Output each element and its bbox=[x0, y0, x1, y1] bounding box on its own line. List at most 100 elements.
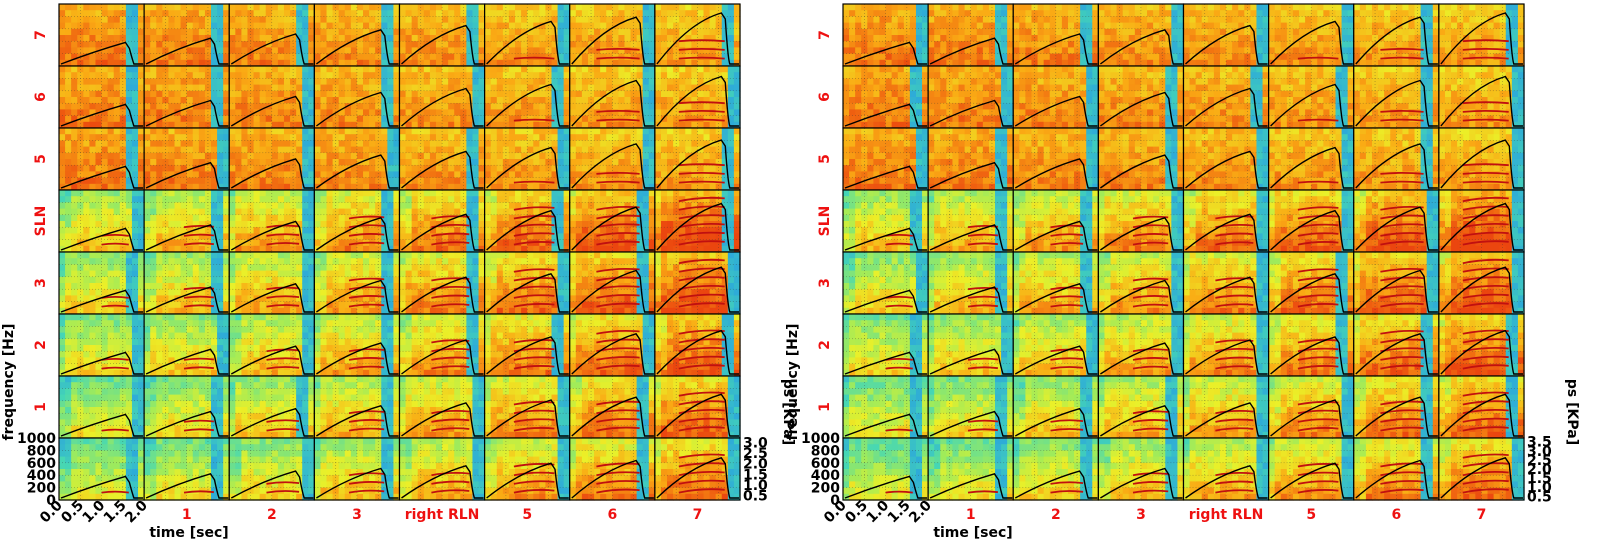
spectrogram-patch bbox=[144, 84, 151, 92]
spectrogram-patch bbox=[265, 10, 273, 17]
spectrogram-patch bbox=[101, 171, 109, 179]
spectrogram-patch bbox=[271, 115, 279, 123]
spectrogram-patch bbox=[211, 78, 218, 86]
spectrogram-patch bbox=[618, 84, 626, 92]
spectrogram-patch bbox=[283, 183, 291, 191]
spectrogram-patch bbox=[375, 47, 382, 55]
spectrogram-patch bbox=[83, 28, 90, 36]
spectrogram-patch bbox=[721, 90, 729, 98]
spectrogram-patch bbox=[429, 140, 437, 148]
spectrogram-patch bbox=[296, 159, 303, 166]
spectrogram-patch bbox=[338, 208, 346, 216]
spectrogram-patch bbox=[174, 190, 182, 197]
spectrogram-patch bbox=[241, 190, 249, 197]
spectrogram-patch bbox=[405, 233, 413, 241]
spectrogram-patch bbox=[667, 239, 674, 247]
spectrogram-patch bbox=[198, 109, 206, 117]
spectrogram-patch bbox=[551, 165, 559, 172]
spectrogram-patch bbox=[168, 84, 176, 92]
spectrogram-patch bbox=[356, 109, 364, 117]
spectrogram-patch bbox=[277, 103, 285, 110]
spectrogram-patch bbox=[235, 47, 243, 55]
spectrogram-patch bbox=[59, 41, 66, 48]
spectrogram-patch bbox=[405, 28, 413, 36]
spectrogram-patch bbox=[727, 109, 735, 117]
spectrogram-patch bbox=[65, 227, 72, 234]
spectrogram-patch bbox=[600, 72, 607, 79]
spectrogram-patch bbox=[277, 78, 285, 86]
spectrogram-patch bbox=[703, 233, 711, 241]
spectrogram-patch bbox=[204, 28, 212, 36]
spectrogram-patch bbox=[630, 140, 638, 148]
spectrogram-patch bbox=[77, 214, 84, 222]
spectrogram-patch bbox=[235, 78, 243, 86]
spectrogram-patch bbox=[484, 165, 492, 172]
spectrogram-patch bbox=[180, 202, 188, 210]
spectrogram-patch bbox=[429, 72, 437, 79]
spectrogram-patch bbox=[259, 227, 267, 234]
spectrogram-patch bbox=[721, 28, 729, 36]
spectrogram-patch bbox=[587, 190, 595, 197]
spectrogram-patch bbox=[101, 16, 109, 24]
spectrogram-patch bbox=[563, 227, 571, 234]
spectrogram-patch bbox=[119, 202, 127, 210]
spectrogram-patch bbox=[411, 115, 419, 123]
spectrogram-patch bbox=[71, 208, 78, 216]
spectrogram-patch bbox=[168, 16, 176, 24]
spectrogram-patch bbox=[241, 4, 249, 11]
spectrogram-patch bbox=[691, 90, 699, 98]
spectrogram-patch bbox=[667, 233, 674, 241]
spectrogram-patch bbox=[338, 221, 346, 228]
spectrogram-patch bbox=[630, 177, 638, 185]
spectrogram-patch bbox=[326, 245, 334, 253]
spectrogram-patch bbox=[320, 4, 328, 11]
spectrogram-patch bbox=[235, 202, 243, 210]
spectrogram-patch bbox=[442, 59, 449, 67]
spectrogram-patch bbox=[721, 10, 729, 17]
spectrogram-patch bbox=[162, 22, 170, 30]
spectrogram-patch bbox=[277, 152, 285, 160]
spectrogram-patch bbox=[253, 146, 261, 154]
spectrogram-patch bbox=[314, 190, 322, 197]
spectrogram-patch bbox=[539, 140, 547, 148]
spectrogram-patch bbox=[277, 128, 285, 135]
spectrogram-patch bbox=[198, 115, 206, 123]
spectrogram-patch bbox=[502, 183, 510, 191]
spectrogram-patch bbox=[606, 128, 613, 135]
spectrogram-patch bbox=[162, 47, 170, 55]
spectrogram-cell bbox=[58, 3, 145, 67]
harmonic-line bbox=[348, 224, 385, 229]
spectrogram-patch bbox=[350, 183, 358, 191]
spectrogram-patch bbox=[691, 128, 699, 135]
spectrogram-patch bbox=[369, 171, 376, 179]
spectrogram-patch bbox=[113, 84, 121, 92]
spectrogram-patch bbox=[229, 66, 236, 73]
spectrogram-patch bbox=[314, 208, 322, 216]
spectrogram-patch bbox=[241, 35, 249, 42]
spectrogram-patch bbox=[344, 84, 352, 92]
spectrogram-patch bbox=[326, 128, 334, 135]
spectrogram-patch bbox=[587, 208, 595, 216]
spectrogram-patch bbox=[107, 128, 115, 135]
spectrogram-patch bbox=[113, 97, 121, 104]
spectrogram-patch bbox=[660, 171, 668, 179]
spectrogram-patch bbox=[375, 16, 382, 24]
spectrogram-patch bbox=[162, 183, 170, 191]
spectrogram-patch bbox=[533, 41, 540, 48]
spectrogram-patch bbox=[204, 128, 212, 135]
spectrogram-patch bbox=[448, 165, 455, 172]
spectrogram-patch bbox=[131, 109, 139, 117]
spectrogram-cell bbox=[228, 65, 315, 129]
spectrogram-patch bbox=[107, 221, 115, 228]
spectrogram-patch bbox=[168, 128, 176, 135]
spectrogram-patch bbox=[727, 59, 735, 67]
spectrogram-patch bbox=[569, 134, 577, 141]
spectrogram-patch bbox=[448, 84, 455, 92]
spectrogram-patch bbox=[496, 196, 504, 203]
spectrogram-patch bbox=[65, 208, 72, 216]
spectrogram-patch bbox=[119, 276, 127, 284]
spectrogram-patch bbox=[131, 239, 139, 247]
spectrogram-patch bbox=[144, 140, 151, 148]
spectrogram-patch bbox=[168, 245, 176, 253]
spectrogram-patch bbox=[283, 16, 291, 24]
